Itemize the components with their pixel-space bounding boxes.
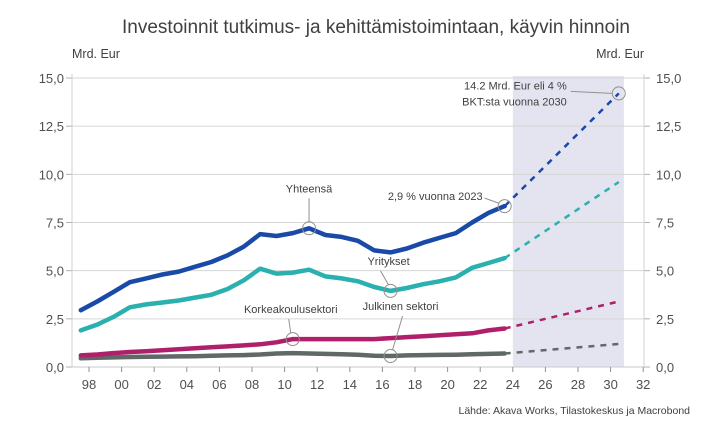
annotation-marker xyxy=(383,283,398,298)
annotation-marker xyxy=(285,332,300,347)
y-tick-label-left: 5,0 xyxy=(46,264,64,279)
y-tick-label-left: 7,5 xyxy=(46,216,64,231)
x-tick-label: 16 xyxy=(375,377,389,392)
x-tick-label: 08 xyxy=(245,377,259,392)
y-tick-label-left: 15,0 xyxy=(39,71,64,86)
x-tick-label: 02 xyxy=(147,377,161,392)
y-tick-label-right: 10,0 xyxy=(656,167,681,182)
x-tick-label: 28 xyxy=(571,377,585,392)
annotation-marker xyxy=(497,199,512,214)
y-tick-label-right: 5,0 xyxy=(656,264,674,279)
source-note: Lähde: Akava Works, Tilastokeskus ja Mac… xyxy=(458,405,690,417)
annotation-label-korkeakoulusektori: Korkeakoulusektori xyxy=(244,304,338,316)
y-tick-label-right: 2,5 xyxy=(656,312,674,327)
projection-line-yhteens- xyxy=(503,92,620,207)
annotation-leader xyxy=(392,315,404,351)
y-axis-label-right: Mrd. Eur xyxy=(596,47,644,61)
x-tick-label: 18 xyxy=(408,377,422,392)
y-tick-label-right: 7,5 xyxy=(656,216,674,231)
y-tick-label-left: 0,0 xyxy=(46,360,64,375)
y-tick-label-left: 12,5 xyxy=(39,119,64,134)
x-tick-label: 32 xyxy=(636,377,650,392)
chart-title: Investoinnit tutkimus- ja kehittämistoim… xyxy=(122,17,630,38)
annotation-label-julkinen-sektori: Julkinen sektori xyxy=(363,301,439,313)
x-tick-label: 20 xyxy=(440,377,454,392)
x-tick-label: 04 xyxy=(180,377,194,392)
x-tick-label: 12 xyxy=(310,377,324,392)
x-tick-label: 10 xyxy=(277,377,291,392)
annotation-leader xyxy=(484,197,499,204)
x-tick-label: 98 xyxy=(82,377,96,392)
y-tick-label-right: 12,5 xyxy=(656,119,681,134)
annotation-label-yhteensa: Yhteensä xyxy=(286,183,333,195)
annotation-label-2023: 2,9 % vuonna 2023 xyxy=(388,191,483,203)
x-tick-label: 14 xyxy=(343,377,357,392)
x-tick-label: 24 xyxy=(506,377,520,392)
series-line-korkeakoulusektori xyxy=(78,326,507,358)
annotation-leader xyxy=(380,270,389,286)
y-axis-label-left: Mrd. Eur xyxy=(72,47,120,61)
x-tick-label: 22 xyxy=(473,377,487,392)
x-tick-label: 26 xyxy=(538,377,552,392)
annotation-leader xyxy=(570,90,612,94)
annotation-leader xyxy=(288,318,292,334)
x-tick-label: 06 xyxy=(212,377,226,392)
series-line-julkinen-sektori xyxy=(78,350,507,361)
y-tick-label-left: 10,0 xyxy=(39,167,64,182)
annotation-label-2030-line2: BKT:sta vuonna 2030 xyxy=(462,96,567,108)
annotation-label-yritykset: Yritykset xyxy=(367,256,409,268)
y-tick-label-left: 2,5 xyxy=(46,312,64,327)
series-line-yhteens- xyxy=(78,203,507,313)
annotation-marker xyxy=(383,349,398,364)
y-tick-label-right: 0,0 xyxy=(656,360,674,375)
annotation-label-2030-line1: 14.2 Mrd. Eur eli 4 % xyxy=(464,80,567,92)
projection-line-korkeakoulusektori xyxy=(504,300,620,330)
x-tick-label: 30 xyxy=(603,377,617,392)
series-line-yritykset xyxy=(78,255,507,333)
x-tick-label: 00 xyxy=(114,377,128,392)
y-tick-label-right: 15,0 xyxy=(656,71,681,86)
annotation-marker xyxy=(611,86,626,101)
